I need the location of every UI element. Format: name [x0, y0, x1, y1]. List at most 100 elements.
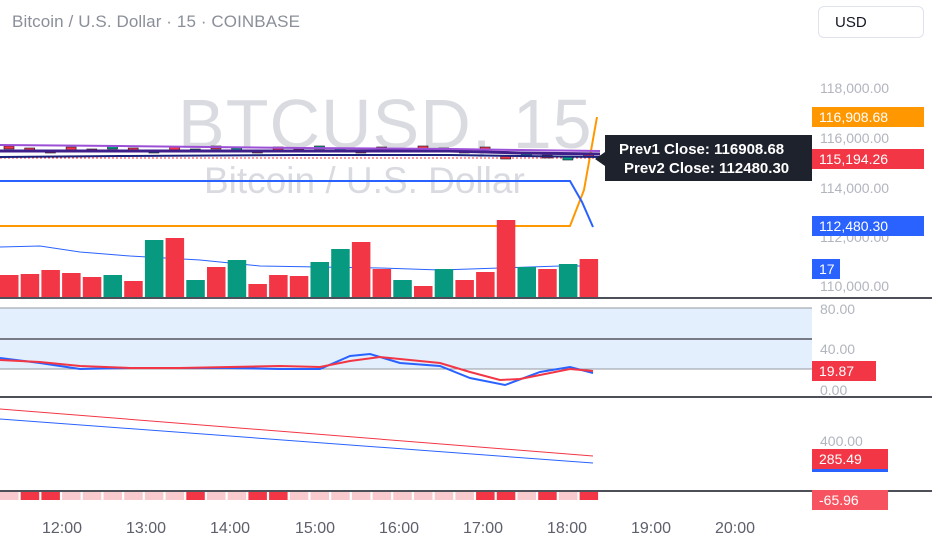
- histogram-bar: [248, 492, 267, 500]
- volume-bar: [144, 240, 164, 297]
- orange-price-tag: 116,908.68: [812, 107, 924, 127]
- time-axis-label: 19:00: [631, 520, 672, 537]
- histogram-bar: [165, 492, 185, 500]
- histogram-bar: [558, 492, 578, 500]
- time-axis-label: 17:00: [463, 520, 504, 537]
- lower-value-tag: 285.49: [812, 449, 888, 469]
- histogram-bar: [41, 492, 60, 500]
- histogram-bar: [434, 492, 454, 500]
- tooltip-line-1: Prev1 Close: 116908.68: [619, 141, 785, 158]
- volume-bars-group: [0, 220, 599, 297]
- price-axis-label: 118,000.00: [820, 80, 890, 96]
- volume-bar: [476, 272, 495, 297]
- histogram-bar: [331, 492, 350, 500]
- rsi-value-tag: 19.87: [812, 361, 876, 381]
- volume-bar: [331, 249, 350, 297]
- histogram-value-tag: -65.96: [812, 490, 888, 510]
- rsi-red-line: [0, 355, 594, 382]
- price-axis-label: 116,000.00: [820, 130, 890, 146]
- histogram-bar: [144, 492, 164, 500]
- histogram-bar: [207, 492, 226, 500]
- volume-bar: [434, 269, 454, 297]
- histogram-bar: [414, 492, 433, 500]
- blue-price-tag: 112,480.30: [812, 216, 924, 236]
- volume-bar: [0, 275, 19, 297]
- volume-bar: [20, 274, 40, 297]
- volume-bar: [496, 220, 516, 297]
- volume-bar: [517, 267, 536, 297]
- time-axis-label: 16:00: [379, 520, 420, 537]
- histogram-bar: [62, 492, 81, 500]
- volume-bar: [393, 280, 412, 297]
- volume-bar: [310, 262, 329, 297]
- histogram-bar: [351, 492, 371, 500]
- histogram-bar: [455, 492, 474, 500]
- chart-header: Bitcoin / U.S. Dollar · 15 · COINBASE US…: [0, 0, 932, 44]
- volume-bar: [372, 269, 392, 297]
- histogram-bar: [289, 492, 309, 500]
- histogram-bar: [310, 492, 329, 500]
- volume-bar: [186, 280, 205, 297]
- lower-red-line: [0, 408, 594, 457]
- histogram-bar: [20, 492, 40, 500]
- candle: [3, 145, 15, 150]
- histogram-bar: [103, 492, 122, 500]
- volume-bar: [579, 259, 599, 297]
- histogram-bar: [496, 492, 516, 500]
- volume-bar: [248, 284, 267, 297]
- histogram-bar: [393, 492, 412, 500]
- time-axis-label: 18:00: [547, 520, 588, 537]
- volume-bar: [82, 277, 102, 297]
- orange-prev-close-line: [0, 116, 598, 227]
- volume-bar: [41, 270, 60, 297]
- currency-button[interactable]: USD: [818, 6, 924, 38]
- histogram-bar: [0, 492, 19, 500]
- lower-blue-line: [0, 418, 594, 464]
- time-axis-label: 12:00: [42, 520, 83, 537]
- histogram-bar: [269, 492, 288, 500]
- prev-close-tooltip: Prev1 Close: 116908.68 Prev2 Close: 1124…: [605, 135, 812, 181]
- price-axis-label: 114,000.00: [820, 180, 890, 196]
- volume-bar: [558, 264, 578, 297]
- histogram-bar: [372, 492, 392, 500]
- time-axis-label: 14:00: [210, 520, 251, 537]
- ma-band-dark: [0, 149, 601, 156]
- histogram-bar: [579, 492, 599, 500]
- volume-bar: [227, 260, 247, 297]
- volume-bar: [62, 273, 81, 297]
- current-price-tag: 115,194.26: [812, 149, 924, 169]
- time-axis-label: 13:00: [126, 520, 167, 537]
- histogram-bar: [517, 492, 536, 500]
- volume-bar: [165, 238, 185, 297]
- volume-bar: [538, 269, 557, 297]
- blue-prev-close-line: [0, 180, 594, 228]
- volume-bar: [207, 267, 226, 297]
- time-axis-label: 15:00: [295, 520, 336, 537]
- price-axis-label: 110,000.00: [820, 278, 890, 294]
- histogram-group: [0, 492, 599, 500]
- histogram-bar: [124, 492, 143, 500]
- tooltip-line-2: Prev2 Close: 112480.30: [624, 160, 790, 177]
- volume-bar: [269, 275, 288, 297]
- volume-bar: [455, 280, 474, 297]
- histogram-bar: [538, 492, 557, 500]
- time-axis-label: 20:00: [715, 520, 756, 537]
- rsi-axis-label: 0.00: [820, 382, 848, 395]
- ma-band-navy: [0, 154, 601, 158]
- volume-value-tag: 17: [812, 259, 840, 279]
- ma-band-purple: [0, 144, 601, 152]
- histogram-bar: [82, 492, 102, 500]
- symbol-title[interactable]: Bitcoin / U.S. Dollar · 15 · COINBASE: [12, 12, 301, 31]
- rsi-axis-label: 80.00: [820, 301, 856, 317]
- volume-bar: [289, 276, 309, 297]
- volume-bar: [414, 286, 433, 297]
- histogram-bar: [186, 492, 205, 500]
- histogram-bar: [476, 492, 495, 500]
- histogram-bar: [227, 492, 247, 500]
- lower-axis-label: 400.00: [820, 433, 863, 449]
- volume-bar: [103, 275, 122, 297]
- tooltip-arrow: [595, 152, 605, 166]
- volume-bar: [351, 242, 371, 297]
- volume-bar: [124, 281, 143, 297]
